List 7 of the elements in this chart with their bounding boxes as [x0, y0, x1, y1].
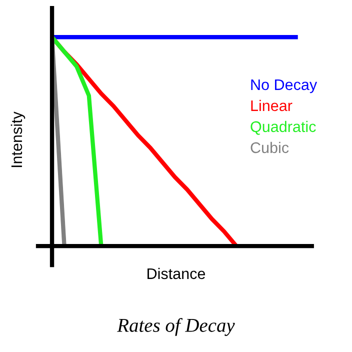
text: Quadratic: [250, 120, 316, 135]
x-axis-title: Distance: [148, 268, 206, 280]
text: Rates of Decay: [117, 318, 235, 336]
text: Linear: [251, 100, 292, 112]
text: Cubic: [250, 142, 289, 154]
y-axis-title: Intensity: [10, 112, 26, 168]
text: No Decay: [251, 79, 318, 94]
